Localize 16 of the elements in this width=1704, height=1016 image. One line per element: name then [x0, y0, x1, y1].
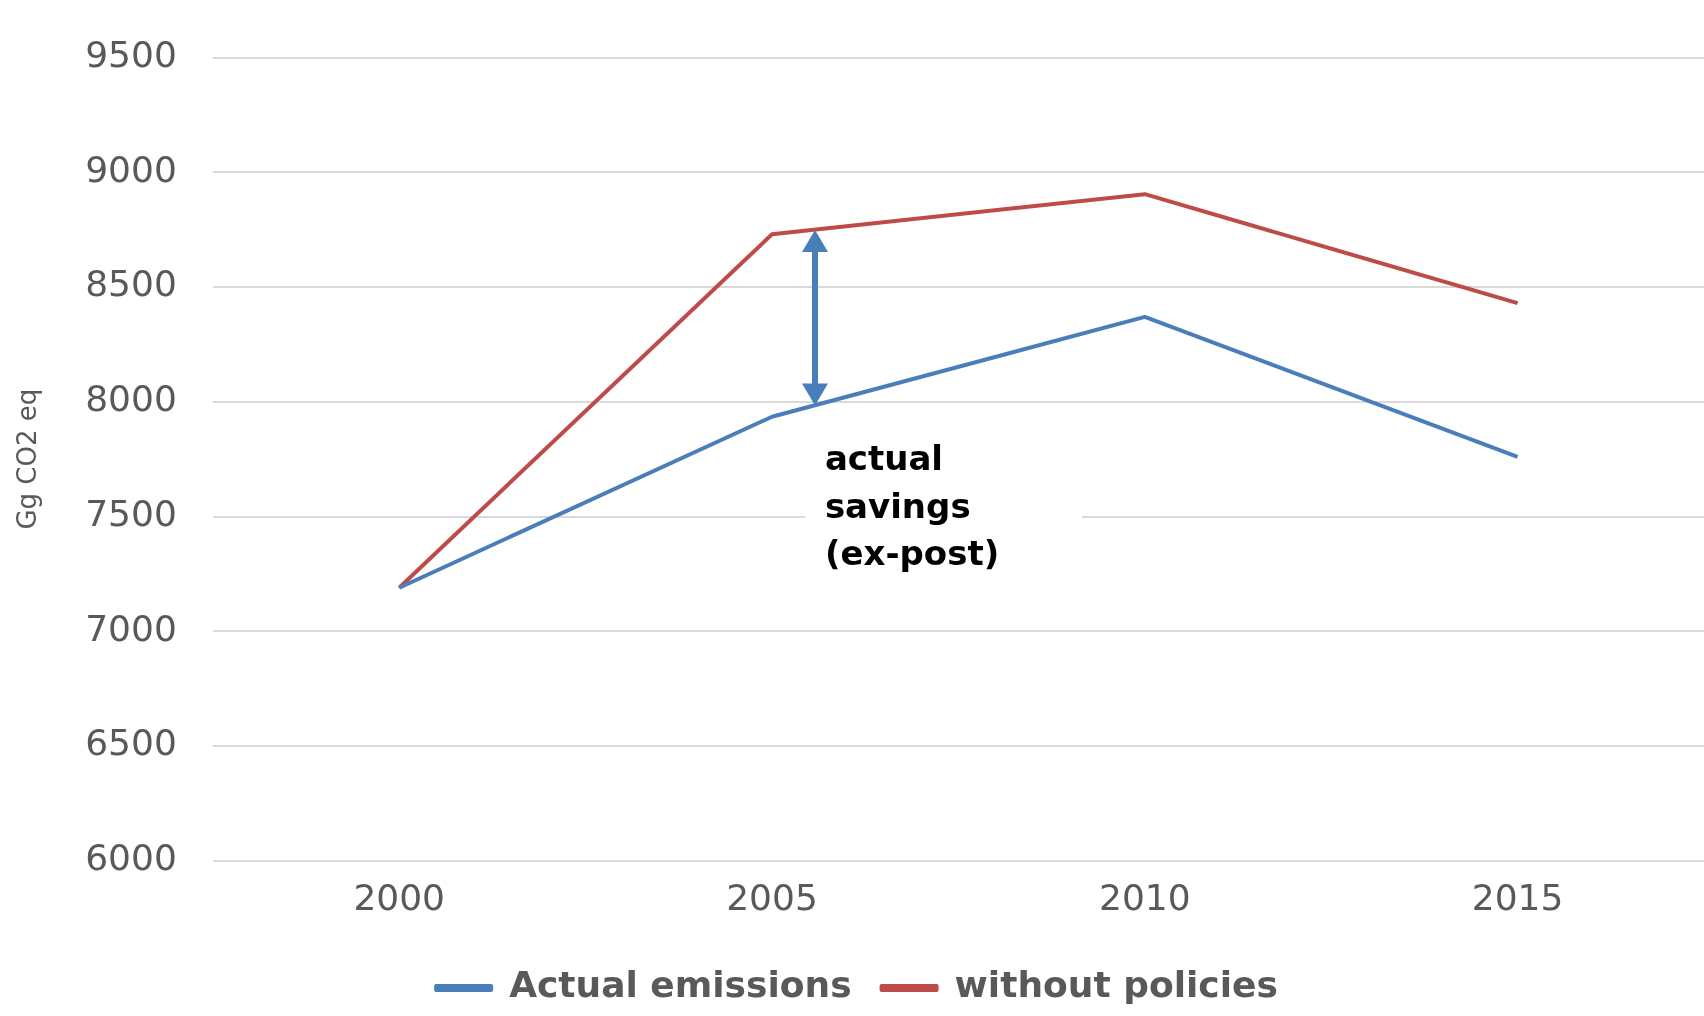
y-tick-label: 6500 — [85, 722, 177, 764]
legend-label: Actual emissions — [509, 964, 852, 1006]
legend-label: without policies — [954, 964, 1278, 1006]
y-axis-title: Gg CO2 eq — [12, 388, 43, 530]
y-tick-label: 6000 — [85, 837, 177, 879]
y-tick-label: 9000 — [85, 148, 177, 190]
x-tick-label: 2000 — [353, 876, 446, 918]
x-tick-label: 2005 — [726, 876, 818, 918]
y-tick-label: 8000 — [85, 378, 177, 420]
y-tick-label: 8500 — [85, 263, 177, 305]
x-tick-label: 2015 — [1471, 876, 1564, 918]
x-tick-label: 2010 — [1098, 876, 1191, 918]
y-tick-label: 7000 — [85, 607, 177, 649]
annotation: actual savings (ex-post) — [804, 435, 1083, 579]
y-tick-label: 9500 — [85, 33, 177, 75]
y-tick-label: 7500 — [85, 492, 177, 534]
